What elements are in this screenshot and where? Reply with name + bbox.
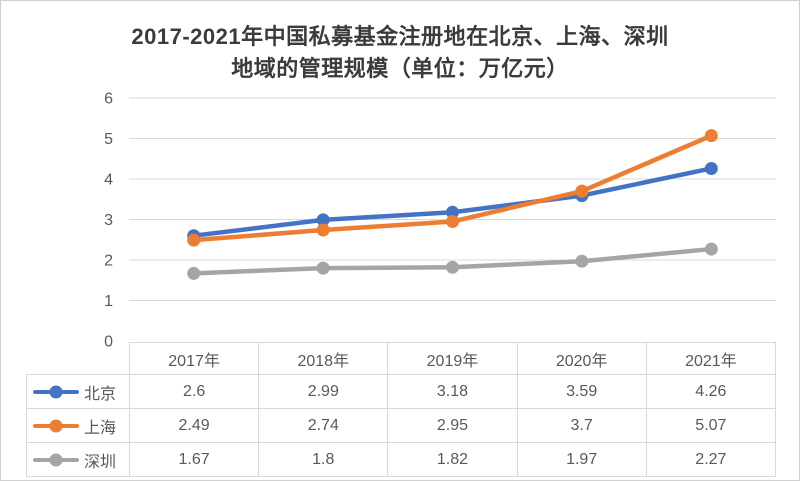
- table-header-cell: 2018年: [258, 342, 389, 375]
- table-value-cell: 4.26: [645, 374, 777, 409]
- data-point-marker: [446, 260, 459, 274]
- y-axis-tick-label: 5: [104, 131, 113, 148]
- table-value-cell: 1.67: [128, 442, 260, 477]
- chart-title: 2017-2021年中国私募基金注册地在北京、上海、深圳 地域的管理规模（单位：…: [1, 21, 799, 85]
- series-name-label: 北京: [84, 385, 117, 403]
- table-value-cell: 1.82: [387, 442, 518, 477]
- table-row: 北京 2.6 2.99 3.18 3.59 4.26: [26, 374, 777, 409]
- data-point-marker: [187, 266, 201, 280]
- data-point-marker: [704, 242, 718, 256]
- data-point-marker: [575, 254, 589, 268]
- table-head: 2017年 2018年 2019年 2020年 2021年: [27, 342, 777, 375]
- table-value-cell: 2.49: [128, 408, 260, 443]
- table-value-cell: 3.18: [387, 374, 518, 409]
- chart-title-line1: 2017-2021年中国私募基金注册地在北京、上海、深圳: [131, 24, 669, 49]
- chart-title-line2: 地域的管理规模（单位：万亿元）: [231, 56, 569, 81]
- table-value-cell: 2.74: [258, 408, 389, 443]
- data-point-marker: [316, 261, 330, 275]
- data-table: 2017年 2018年 2019年 2020年 2021年 北京 2.6 2.99 3.18 3…: [26, 342, 777, 477]
- data-point-marker: [704, 129, 718, 143]
- table-corner-cell: [27, 343, 130, 375]
- data-point-marker: [575, 184, 589, 198]
- series-key-icon: [33, 385, 79, 398]
- table-header-cell: 2017年: [128, 342, 260, 375]
- table-value-cell: 3.7: [516, 408, 647, 443]
- data-point-marker: [187, 233, 201, 247]
- table-row: 上海 2.49 2.74 2.95 3.7 5.07: [26, 408, 777, 443]
- y-axis-tick-label: 3: [104, 212, 113, 229]
- table-header-cell: 2019年: [387, 342, 518, 375]
- series-key-icon: [33, 419, 79, 432]
- table-value-cell: 2.6: [128, 374, 260, 409]
- y-axis-tick-label: 2: [104, 253, 113, 270]
- series-name-label: 上海: [84, 419, 117, 437]
- table-row: 深圳 1.67 1.8 1.82 1.97 2.27: [26, 442, 777, 477]
- table-value-cell: 3.59: [516, 374, 647, 409]
- data-point-marker: [316, 213, 330, 227]
- table-body: 北京 2.6 2.99 3.18 3.59 4.26 上海 2.49 2.74 2.95 3.7 5.…: [26, 374, 777, 477]
- table-value-cell: 1.97: [516, 442, 647, 477]
- y-axis-tick-label: 4: [104, 172, 113, 189]
- data-point-marker: [446, 205, 459, 219]
- table-header-cell: 2020年: [516, 342, 647, 375]
- table-value-cell: 2.99: [258, 374, 389, 409]
- series-legend-cell: 深圳: [26, 442, 130, 477]
- data-point-marker: [704, 161, 718, 175]
- table-header-row: 2017年 2018年 2019年 2020年 2021年: [27, 342, 777, 375]
- series-key-icon: [33, 453, 79, 466]
- series-legend-cell: 北京: [26, 374, 130, 409]
- table-value-cell: 5.07: [645, 408, 777, 443]
- y-axis-tick-label: 0: [104, 334, 113, 351]
- y-axis-tick-label: 6: [104, 91, 113, 108]
- series-legend-cell: 上海: [26, 408, 130, 443]
- table-value-cell: 1.8: [258, 442, 389, 477]
- data-point-marker: [316, 223, 330, 237]
- series-name-label: 深圳: [84, 453, 117, 471]
- table-value-cell: 2.27: [645, 442, 777, 477]
- table-value-cell: 2.95: [387, 408, 518, 443]
- data-point-marker: [446, 215, 459, 229]
- table-header-cell: 2021年: [645, 342, 777, 375]
- y-axis-tick-label: 1: [104, 293, 113, 310]
